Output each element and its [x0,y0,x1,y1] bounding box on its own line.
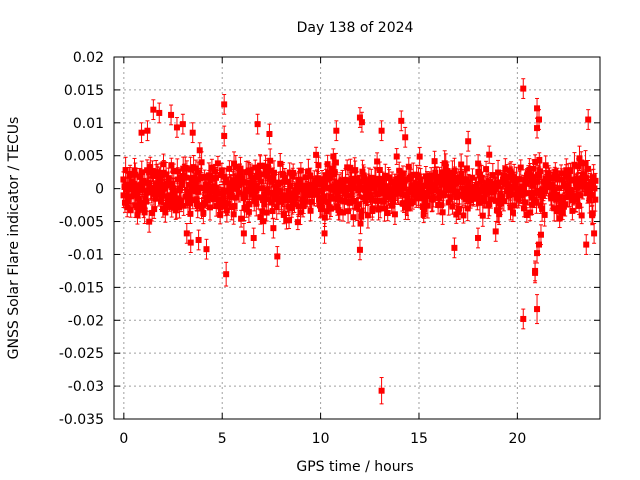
data-point [187,203,194,225]
data-point [173,117,180,138]
x-tick-label: 15 [410,431,428,447]
data-point [475,227,482,249]
data-point [578,206,585,225]
data-point [520,308,527,330]
data-point [585,160,592,178]
data-point [238,209,245,228]
data-point [221,94,228,115]
data-point [534,294,541,325]
data-point [189,122,196,144]
data-point [378,120,385,142]
data-point [445,189,452,216]
x-tick-label: 5 [218,431,227,447]
x-tick-label: 10 [312,431,330,447]
data-point [536,152,543,168]
y-tick-label: -0.01 [68,247,104,263]
data-point [405,196,412,221]
y-tick-label: -0.025 [59,346,104,362]
data-point [486,145,493,164]
data-point [350,207,357,227]
data-point [267,148,274,174]
data-point [356,239,363,261]
data-point [585,109,592,130]
data-point [250,227,257,249]
data-point [286,162,293,183]
x-tick-label: 20 [508,431,526,447]
y-tick-label: -0.035 [59,412,104,428]
data-point [364,202,371,229]
data-point [196,142,203,159]
data-point [198,151,205,174]
data-points [120,78,599,405]
data-point [254,113,261,135]
data-point [217,205,224,225]
data-point [451,237,458,259]
data-point [416,146,423,167]
data-point [393,148,400,165]
data-point [358,111,365,133]
data-point [195,229,202,251]
y-tick-label: 0.015 [64,83,104,99]
data-point [266,123,273,145]
data-point [203,238,210,260]
data-point [333,120,340,142]
y-axis-title: GNSS Solar Flare indicator / TECUs [6,117,22,360]
data-point [221,125,228,147]
data-point [492,221,499,242]
data-point [532,154,539,170]
data-point [517,159,524,176]
data-point [223,261,230,287]
y-tick-label: 0 [95,182,104,198]
data-point [274,246,281,267]
data-point [534,117,541,139]
data-point [592,172,599,189]
data-point [591,223,598,244]
data-point [240,223,247,244]
data-point [321,223,328,244]
y-tick-label: 0.01 [73,116,104,132]
data-point [144,120,151,142]
data-point [179,113,186,135]
data-point [391,203,398,225]
data-point [168,104,175,126]
y-tick-label: -0.015 [59,280,104,296]
data-point [332,152,339,173]
data-point [270,217,277,239]
data-point [541,203,548,227]
y-tick-label: -0.02 [68,313,104,329]
y-tick-label: 0.005 [64,149,104,165]
chart-title: Day 138 of 2024 [297,20,414,36]
data-point [583,234,590,255]
y-tick-label: -0.03 [68,379,104,395]
data-point [315,156,322,174]
x-tick-label: 0 [119,431,128,447]
y-tick-label: 0.02 [73,50,104,66]
plot-frame [113,56,601,420]
data-point [378,377,385,405]
data-point [150,99,157,121]
x-axis-title: GPS time / hours [296,459,413,475]
data-point [187,232,194,253]
data-point [532,262,539,284]
data-point [402,126,409,148]
data-point [520,78,527,99]
data-point [138,122,145,144]
data-point [286,211,293,230]
data-point [156,102,163,124]
axis-ticks: 0.02 0.015 0.01 0.005 0 -0.005 -0.01 -0.015 -0.0… [59,50,600,447]
data-point [537,224,544,246]
data-point [465,130,472,152]
y-tick-label: -0.005 [59,215,104,231]
data-point [523,207,530,223]
data-point [398,110,405,132]
